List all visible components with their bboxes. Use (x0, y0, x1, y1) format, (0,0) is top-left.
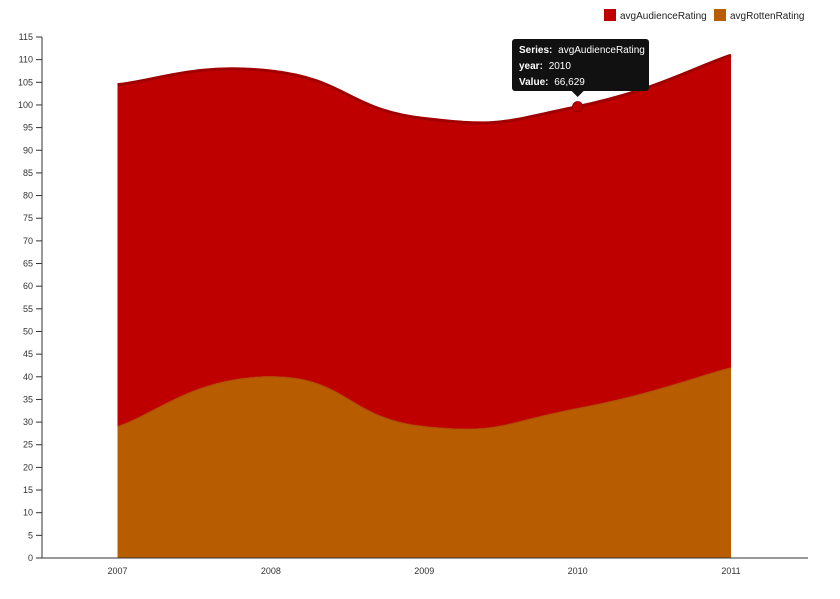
y-tick-label: 15 (23, 485, 33, 495)
area-avgRottenRating[interactable] (117, 367, 732, 558)
y-tick-label: 10 (23, 508, 33, 518)
x-tick-label: 2011 (721, 566, 740, 576)
y-tick-label: 90 (23, 145, 33, 155)
area-avgAudienceRating[interactable] (117, 55, 732, 430)
line-avgAudienceRating (117, 53, 732, 125)
y-tick-label: 55 (23, 304, 33, 314)
x-tick-label: 2008 (261, 566, 281, 576)
y-tick-label: 80 (23, 191, 33, 201)
tooltip-year-line: year: 2010 (519, 61, 571, 72)
y-tick-label: 65 (23, 259, 33, 269)
tooltip-series-value: avgAudienceRating (558, 45, 645, 56)
x-tick-label: 2009 (414, 566, 434, 576)
y-tick-label: 115 (19, 32, 33, 42)
tooltip-year-key: year: (519, 61, 543, 72)
y-tick-label: 20 (23, 462, 33, 472)
y-tick-label: 105 (18, 77, 33, 87)
tooltip-value-line: Value: 66,629 (519, 77, 585, 88)
y-tick-label: 110 (19, 55, 33, 65)
x-tick-label: 2010 (568, 566, 588, 576)
legend: avgAudienceRating avgRottenRating (604, 9, 805, 22)
legend-item-avgAudienceRating[interactable]: avgAudienceRating (604, 9, 707, 22)
legend-swatch (604, 9, 616, 21)
tooltip-value-value: 66,629 (554, 77, 585, 88)
tooltip-series-key: Series: (519, 45, 552, 56)
y-tick-label: 5 (28, 530, 33, 540)
legend-swatch (714, 9, 726, 21)
line-avgRottenRating (117, 366, 732, 430)
y-tick-label: 100 (18, 100, 33, 110)
legend-item-avgRottenRating[interactable]: avgRottenRating (714, 9, 805, 22)
y-tick-label: 70 (23, 236, 33, 246)
legend-label: avgRottenRating (730, 11, 805, 22)
y-axis: 0 5 10 15 20 25 30 35 40 45 50 55 60 65 70 75 80 85 90 95 10… (18, 32, 43, 563)
y-tick-label: 60 (23, 281, 33, 291)
legend-label: avgAudienceRating (620, 11, 707, 22)
tooltip-pointer (571, 91, 584, 97)
y-tick-label: 30 (23, 417, 33, 427)
y-tick-label: 40 (23, 372, 33, 382)
hover-point-marker[interactable] (572, 101, 584, 113)
y-tick-label: 75 (23, 213, 33, 223)
x-tick-label: 2007 (107, 566, 127, 576)
y-tick-label: 85 (23, 168, 33, 178)
y-tick-label: 45 (23, 349, 33, 359)
y-tick-label: 95 (23, 123, 33, 133)
y-tick-label: 50 (23, 326, 33, 336)
tooltip-value-key: Value: (519, 77, 548, 88)
tooltip-background (512, 39, 649, 91)
tooltip: Series: avgAudienceRating year: 2010 Val… (512, 39, 649, 97)
y-tick-label: 0 (28, 553, 33, 563)
y-tick-label: 35 (23, 394, 33, 404)
chart-areas (117, 53, 732, 558)
tooltip-year-value: 2010 (549, 61, 572, 72)
tooltip-series-line: Series: avgAudienceRating (519, 45, 645, 56)
y-tick-label: 25 (23, 440, 33, 450)
x-axis: 2007 2008 2009 2010 2011 (42, 557, 808, 576)
